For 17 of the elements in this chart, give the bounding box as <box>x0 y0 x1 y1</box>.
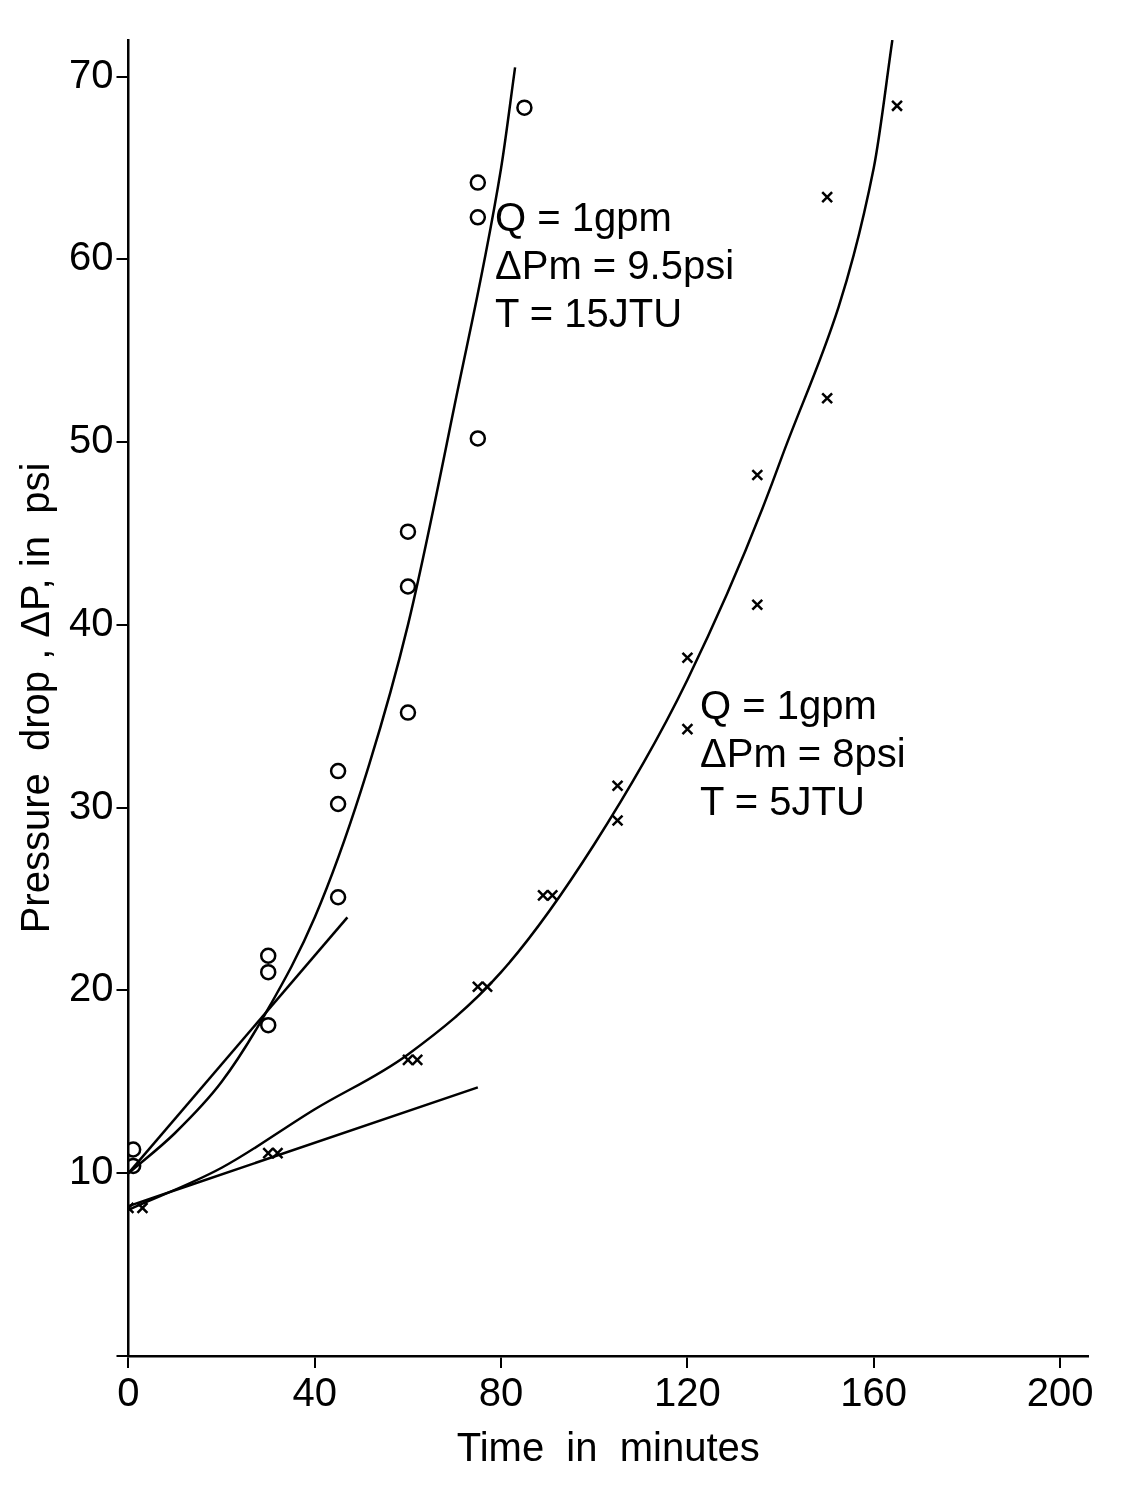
y-axis-title: Pressure drop , ΔP, in psi <box>13 462 58 934</box>
x-axis-title: Time in minutes <box>456 1425 760 1470</box>
y-tick-label: 70 <box>68 51 114 96</box>
x-tick-label: 40 <box>292 1370 338 1415</box>
y-tick-label: 40 <box>68 599 114 644</box>
x-tick-label: 0 <box>117 1370 140 1415</box>
y-tick-label: 10 <box>68 1148 114 1193</box>
annotation: Q = 1gpm ΔPm = 9.5psi T = 15JTU <box>495 195 735 336</box>
annotation: Q = 1gpm ΔPm = 8psi T = 5JTU <box>700 683 906 824</box>
x-tick-label: 120 <box>654 1370 721 1415</box>
y-tick-label: 20 <box>68 965 114 1010</box>
y-tick-label: 60 <box>68 234 114 279</box>
x-tick-label: 160 <box>840 1370 908 1415</box>
y-tick-label: 50 <box>68 417 114 462</box>
x-tick-label: 200 <box>1026 1370 1094 1415</box>
x-tick-label: 80 <box>478 1370 524 1415</box>
y-tick-label: 30 <box>68 782 114 827</box>
